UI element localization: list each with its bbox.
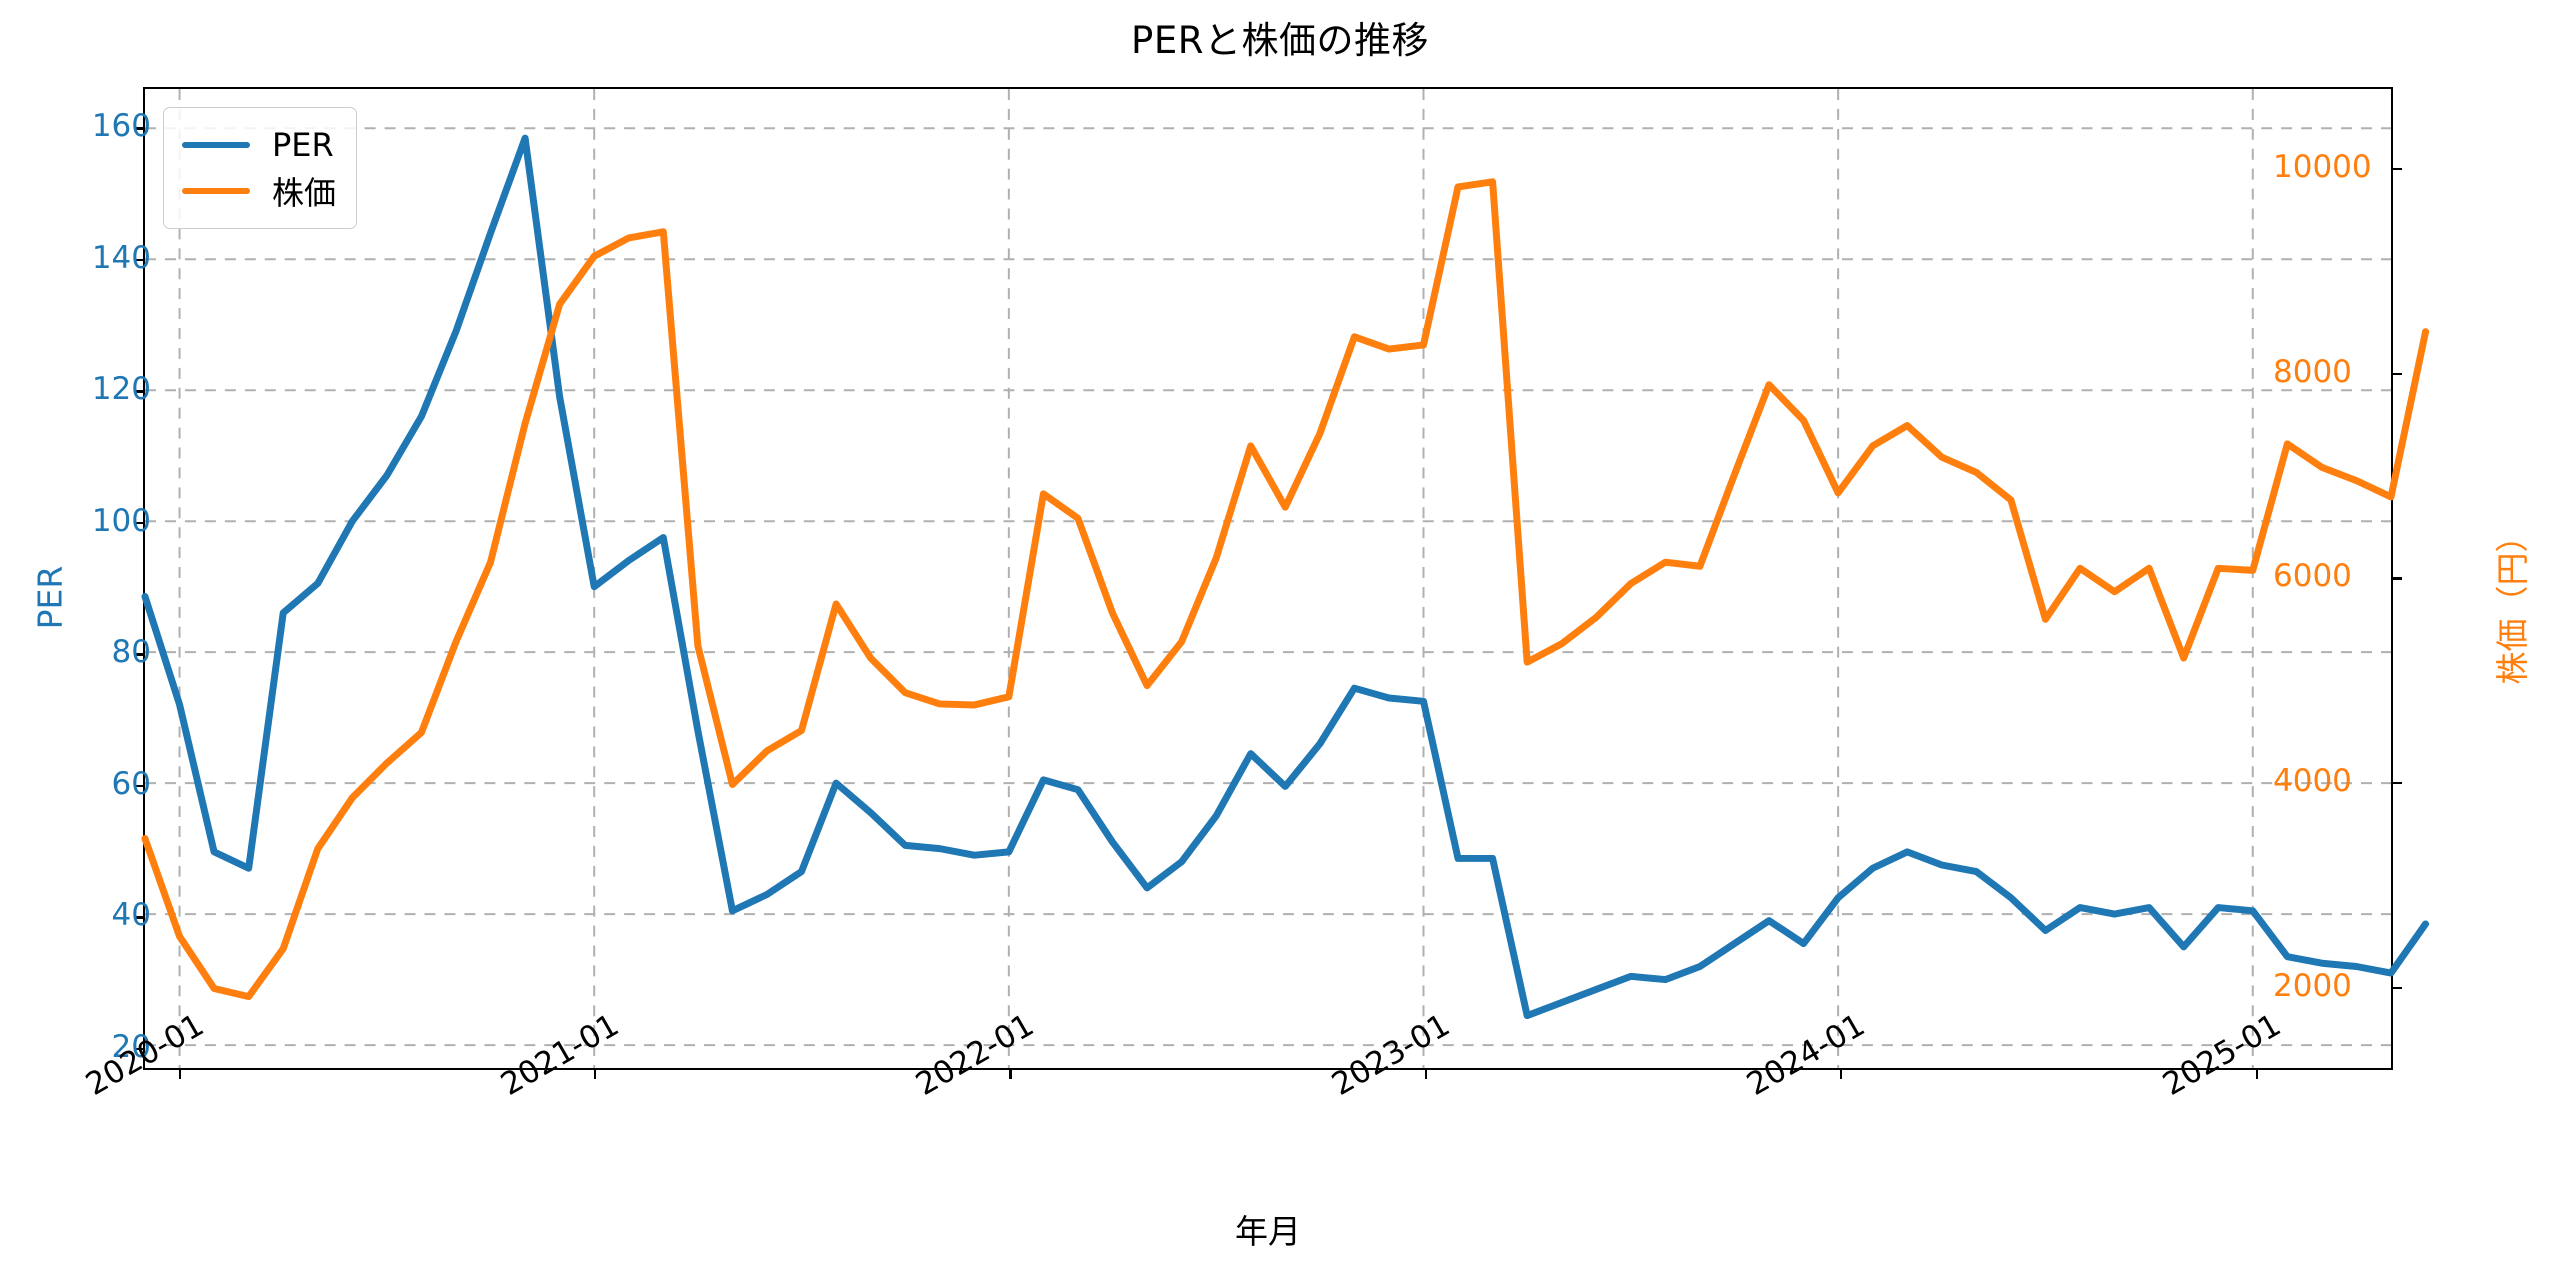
left-tick-label: 40	[111, 897, 151, 934]
x-tick-mark	[1009, 1068, 1012, 1079]
right-tick-mark	[2391, 987, 2402, 990]
series-line-PER	[141, 134, 2430, 1020]
left-tick-mark	[134, 916, 145, 919]
right-tick-mark	[2391, 372, 2402, 375]
left-tick-label: 60	[111, 765, 151, 802]
gridlines	[145, 89, 2391, 1068]
left-tick-label: 120	[91, 371, 151, 408]
left-tick-mark	[134, 653, 145, 656]
legend-item-株価[interactable]: 株価	[182, 168, 336, 214]
series-line-株価	[141, 178, 2430, 1001]
right-tick-label: 8000	[2273, 353, 2352, 390]
right-axis-title: 株価（円）	[2493, 519, 2532, 685]
legend-swatch-icon	[182, 188, 250, 194]
left-tick-mark	[134, 784, 145, 788]
x-tick-mark	[1424, 1068, 1427, 1079]
chart-legend[interactable]: PER 株価	[163, 107, 358, 229]
left-tick-label: 20	[111, 1028, 151, 1065]
left-tick-label: 160	[91, 108, 151, 145]
chart-title: PERと株価の推移	[1131, 19, 1429, 62]
x-axis-title: 年月	[1235, 1212, 1301, 1251]
left-tick-label: 100	[91, 502, 151, 539]
legend-item-label: 株価	[272, 174, 337, 212]
right-tick-label: 6000	[2273, 558, 2352, 595]
left-tick-mark	[134, 521, 145, 525]
right-tick-label: 2000	[2273, 968, 2352, 1005]
x-tick-mark	[178, 1068, 181, 1079]
x-tick-mark	[1840, 1068, 1843, 1079]
legend-swatch-icon	[182, 142, 250, 148]
x-tick-mark	[2255, 1068, 2258, 1079]
left-tick-mark	[134, 127, 145, 130]
data-series-layer	[141, 134, 2430, 1020]
right-tick-label: 10000	[2273, 148, 2372, 185]
left-tick-label: 140	[91, 239, 151, 276]
right-tick-mark	[2391, 782, 2402, 785]
right-tick-label: 4000	[2273, 763, 2352, 800]
plot-area	[134, 87, 2430, 1079]
legend-item-PER[interactable]: PER	[182, 122, 336, 168]
x-tick-mark	[594, 1068, 597, 1079]
left-tick-mark	[134, 390, 145, 393]
right-tick-mark	[2391, 167, 2402, 171]
right-tick-mark	[2391, 577, 2402, 580]
left-tick-mark	[134, 1047, 145, 1051]
legend-item-label: PER	[272, 126, 334, 164]
left-tick-mark	[134, 258, 145, 262]
left-tick-label: 80	[111, 634, 151, 671]
